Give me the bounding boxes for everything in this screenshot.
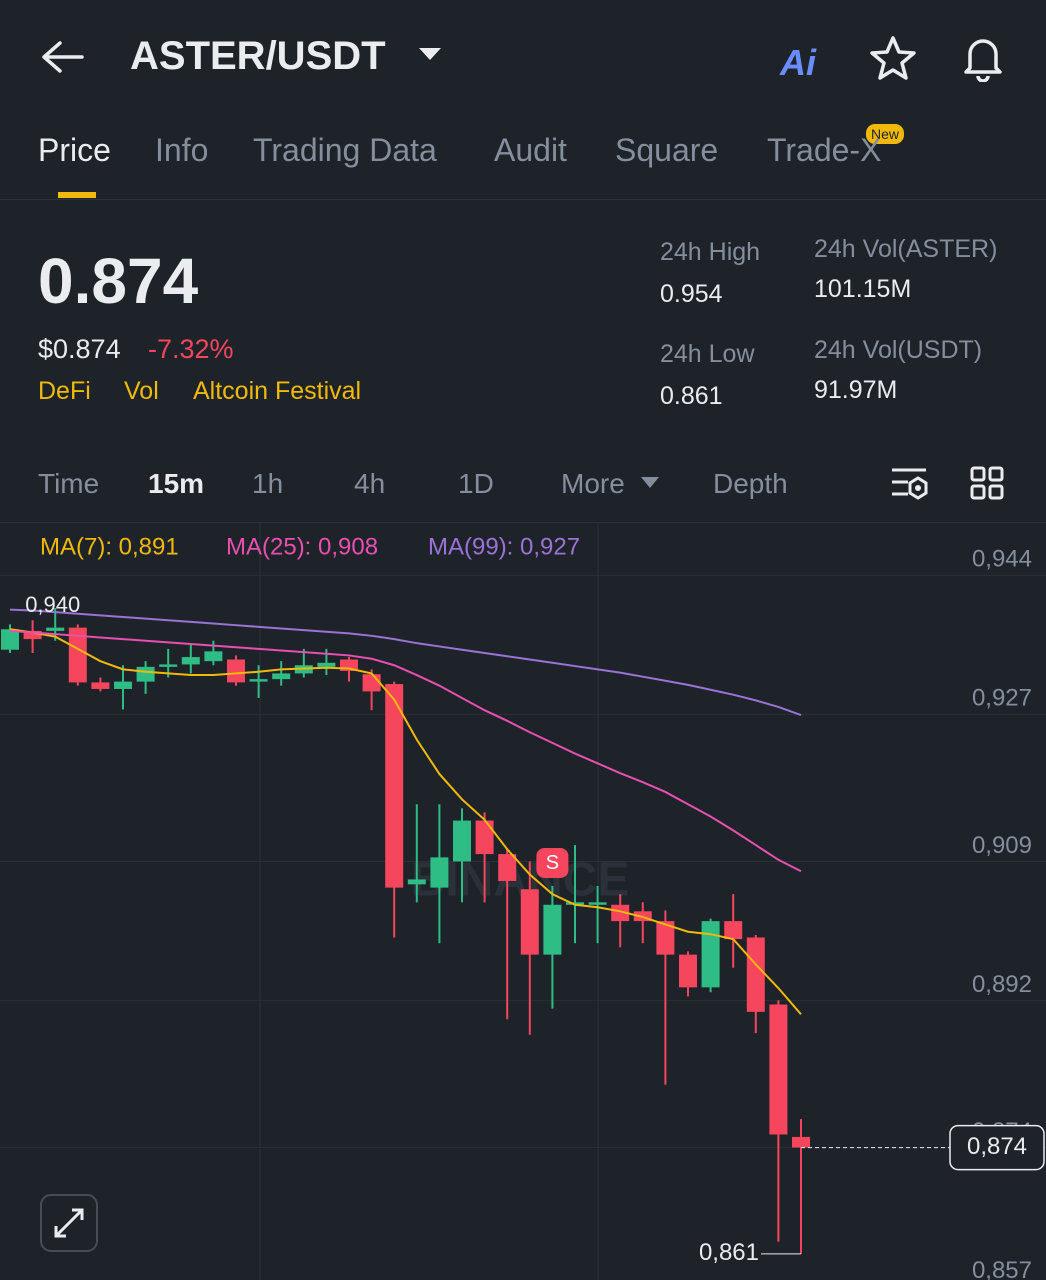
candle-body [91,682,110,689]
candle-body [453,820,471,862]
candle-body [181,657,200,665]
candle-body [136,666,155,682]
back-button[interactable] [40,40,86,74]
candle-body [566,902,584,905]
divider [0,199,1046,200]
legend-entry: MA(7): 0,891 [40,533,179,560]
stat-label: 24h Vol(ASTER) [814,235,998,263]
price-change: -7.32% [148,334,234,364]
interval[interactable]: Depth [713,468,788,499]
candle-body [385,684,404,888]
candle-body [588,902,607,905]
last-price-box [949,1124,1045,1171]
tab[interactable]: Audit [494,132,567,168]
candle-body [249,679,268,682]
favorite-button[interactable] [868,34,918,82]
tab[interactable]: Price [38,132,111,168]
candle-body [769,1004,788,1135]
stat-value: 0.954 [660,280,723,308]
candle-body [701,921,720,988]
candle-body [46,627,65,631]
y-tick-label: 0,857 [972,1257,1032,1280]
y-tick-label: 0,909 [972,832,1032,859]
candle-body [520,889,539,955]
min-price-label: 0,861 [699,1239,759,1266]
more-dropdown[interactable] [640,476,660,490]
candle-body [340,659,358,671]
pair-dropdown[interactable] [418,46,442,62]
divider [0,522,1046,523]
candle-body [475,820,494,855]
candlestick-chart: BINANCE0,9440,9270,9090,8920,8740,857MA(… [0,523,1046,1280]
interval[interactable]: 1D [458,468,494,499]
active-tab-indicator [58,192,96,198]
legend-entry: MA(99): 0,927 [428,533,580,560]
interval[interactable]: 15m [148,468,205,499]
last-price-label: 0,874 [967,1133,1027,1160]
tab[interactable]: Trading Data [253,132,437,168]
stat-value: 101.15M [814,275,912,303]
stat-label: 24h High [660,238,761,266]
interval[interactable]: 4h [354,468,386,499]
max-price-label: 0,940 [25,592,80,617]
moving-average [9,608,802,717]
candle-body [430,857,449,888]
signal-label: S [546,852,559,874]
tab[interactable]: Info [155,132,209,168]
legend-entry: MA(25): 0,908 [226,533,378,560]
tab[interactable]: Trade-X [767,132,882,168]
candle-body [792,1136,810,1148]
candle-body [362,674,381,692]
pair-title[interactable]: ASTER/USDT [130,34,386,78]
tag[interactable]: Vol [124,377,159,405]
tag[interactable]: Altcoin Festival [193,377,362,405]
stat-value: 0.861 [660,382,723,410]
candle-body [656,921,675,955]
fullscreen-button[interactable] [40,1194,98,1252]
candle-body [498,854,517,882]
interval[interactable]: Time [38,468,100,499]
candle-body [227,659,245,683]
candle-body [746,937,765,1012]
candle-body [204,651,223,662]
y-tick-label: 0,927 [972,685,1032,712]
interval[interactable]: 1h [252,468,284,499]
y-tick-label: 0,892 [972,971,1032,998]
candle-body [611,904,630,922]
candle-body [679,954,697,988]
usd-price: $0.874 [38,334,121,364]
candle-body [114,681,132,689]
candle-body [543,904,562,955]
moving-average [9,628,802,1015]
candle-body [317,662,336,667]
stat-label: 24h Low [660,340,755,368]
layout-button[interactable] [970,466,1006,502]
y-tick-label: 0,944 [972,546,1032,573]
alerts-button[interactable] [958,32,1008,82]
moving-average [9,629,802,873]
candle-body [724,921,743,940]
candle-body [68,627,87,683]
interval[interactable]: More [561,468,625,499]
candle-body [159,664,178,667]
indicator-settings[interactable] [890,464,930,504]
candle-body [272,673,291,680]
candle-body [407,879,426,885]
last-price: 0.874 [38,245,199,317]
stat-label: 24h Vol(USDT) [814,336,983,364]
tab[interactable]: Square [615,132,719,168]
candle-body [1,629,19,650]
signal-marker [536,847,569,878]
new-badge: New [866,124,905,144]
tag[interactable]: DeFi [38,377,91,405]
stat-value: 91.97M [814,376,898,404]
ai-button[interactable]: Ai [780,42,816,83]
candle-body [23,630,42,640]
